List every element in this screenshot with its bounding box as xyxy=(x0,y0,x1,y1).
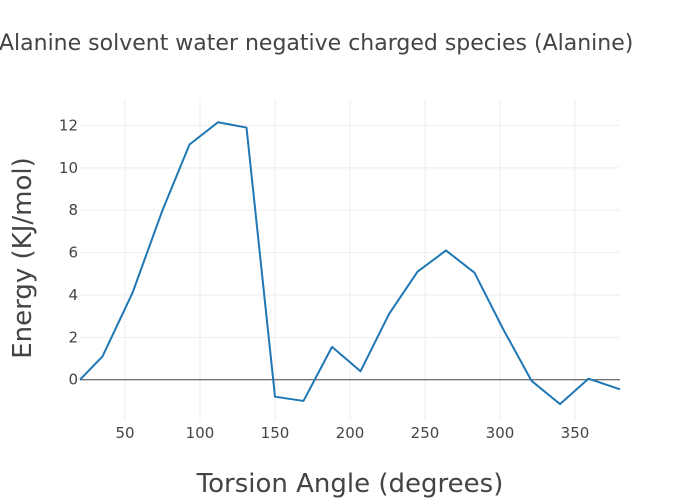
y-tick-label: 8 xyxy=(68,201,78,219)
x-axis-ticks: 50 100 150 200 250 300 350 xyxy=(115,424,589,442)
y-tick-label: 10 xyxy=(59,159,78,177)
x-tick-label: 250 xyxy=(411,424,440,442)
chart-title: Energy surface Alanine solvent water neg… xyxy=(0,31,633,56)
y-axis-ticks: 0 2 4 6 8 10 12 xyxy=(59,116,78,388)
series-line xyxy=(79,121,621,406)
x-tick-label: 100 xyxy=(186,424,215,442)
x-axis-title: Torsion Angle (degrees) xyxy=(196,469,504,499)
y-tick-label: 4 xyxy=(68,286,78,304)
y-tick-label: 6 xyxy=(68,244,78,262)
gridlines xyxy=(80,100,620,420)
y-tick-label: 12 xyxy=(59,116,78,134)
x-tick-label: 300 xyxy=(486,424,515,442)
x-tick-label: 50 xyxy=(115,424,134,442)
y-tick-label: 2 xyxy=(68,328,78,346)
y-axis-title: Energy (KJ/mol) xyxy=(8,157,38,359)
y-tick-label: 0 xyxy=(68,371,78,389)
series-layer xyxy=(79,121,621,406)
x-tick-label: 350 xyxy=(561,424,590,442)
x-tick-label: 200 xyxy=(336,424,365,442)
x-tick-label: 150 xyxy=(261,424,290,442)
